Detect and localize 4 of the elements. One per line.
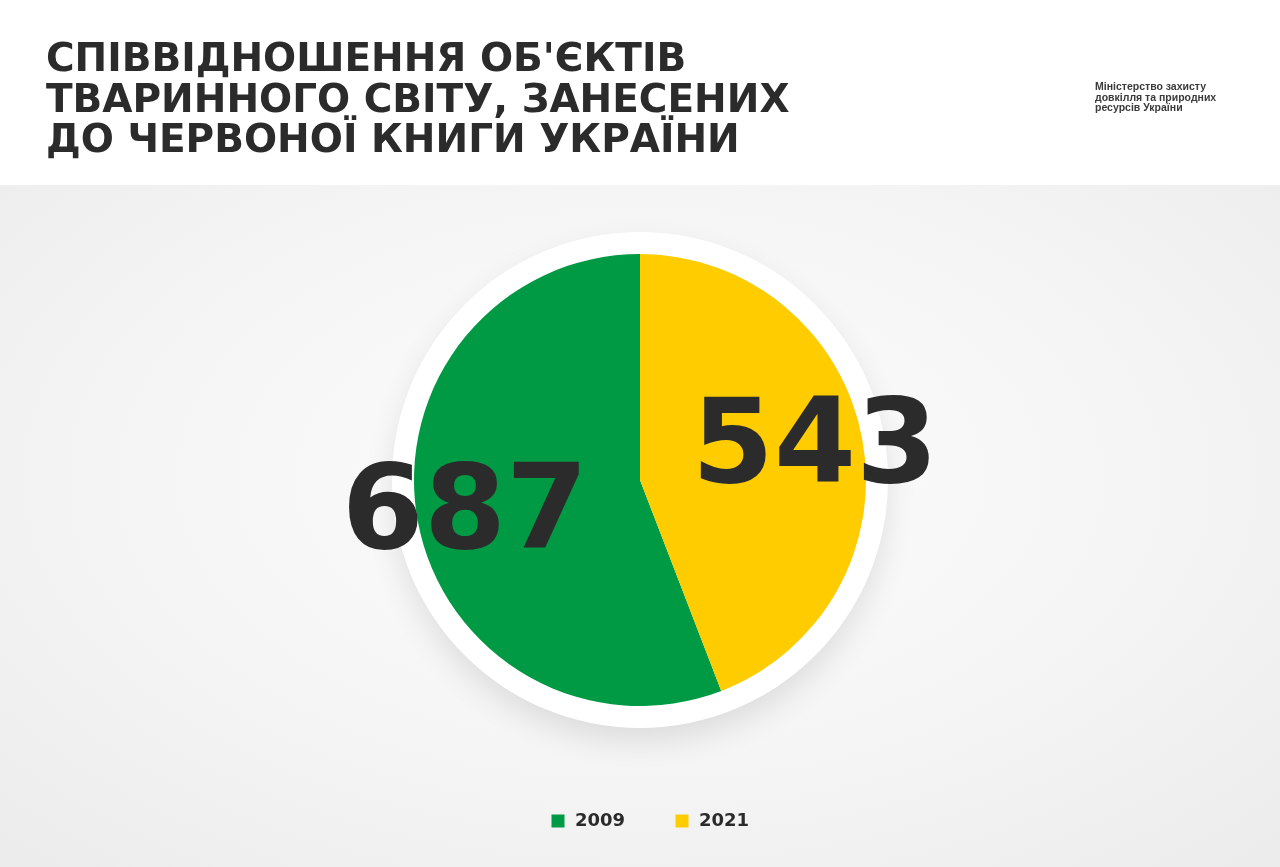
- text: Міністерство захисту довкілля та природних ресурсів України: [1095, 80, 1217, 114]
- chart-title: СПІВВІДНОШЕННЯ ОБ'ЄКТІВ ТВАРИННОГО СВІТУ, ЗАНЕСЕНИХ ДО ЧЕРВОНОЇ КНИГИ УКРАЇНИ: [46, 35, 791, 161]
- legend-label: 2021: [699, 809, 750, 830]
- legend-label: 2009: [575, 809, 626, 830]
